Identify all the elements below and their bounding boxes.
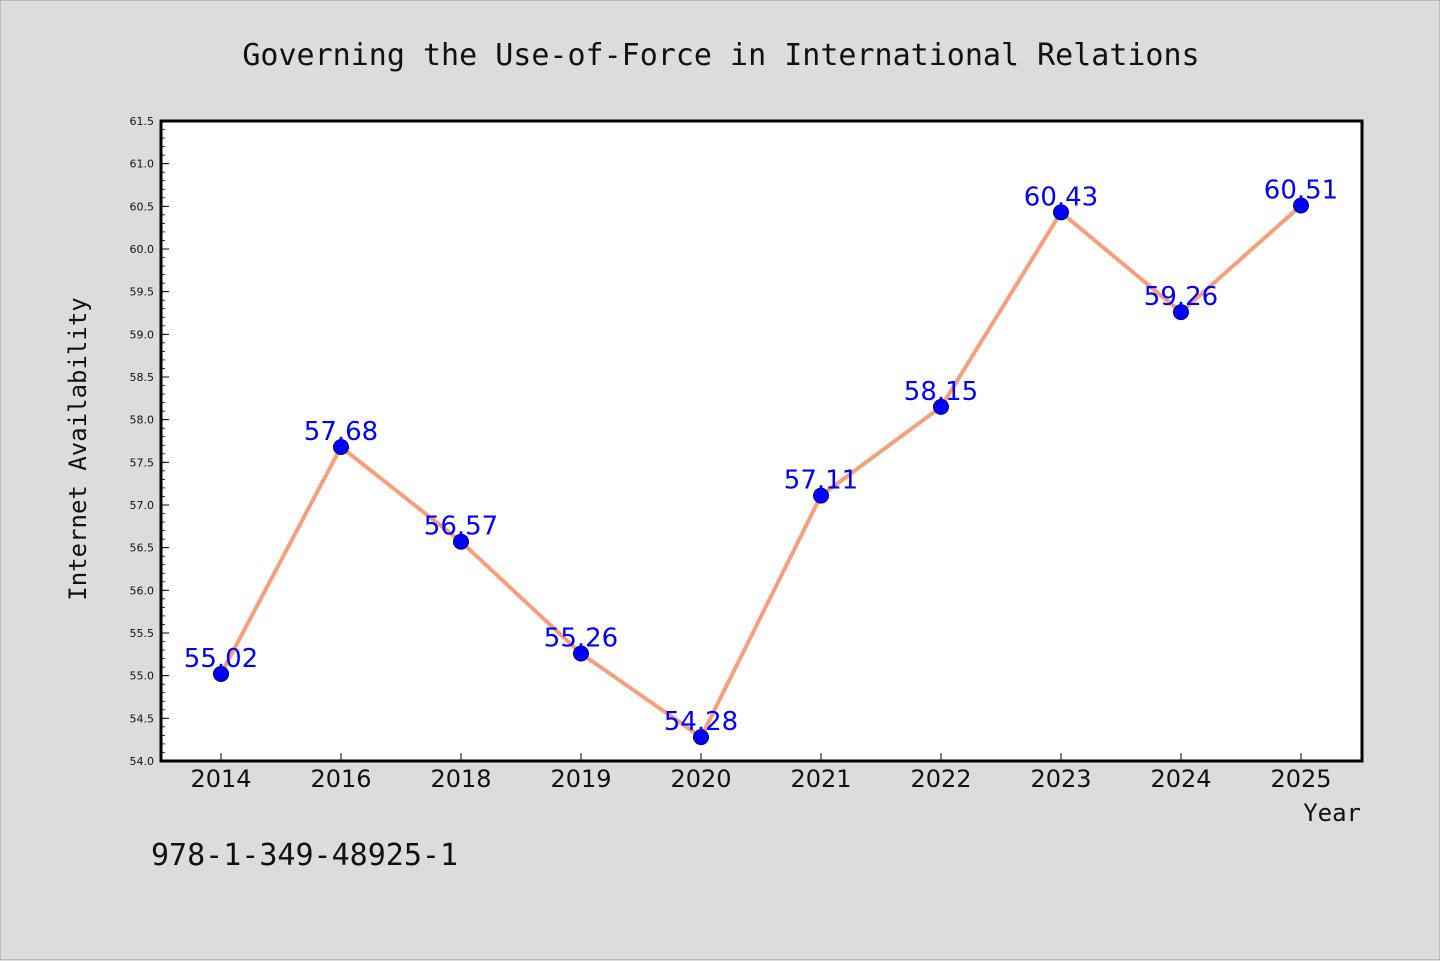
data-label: 60.51 — [1264, 175, 1338, 205]
x-axis-label: Year — [1303, 799, 1361, 827]
y-tick-label: 57.5 — [130, 456, 155, 469]
data-point-marker — [1173, 304, 1189, 321]
data-point-marker — [693, 729, 709, 746]
data-label: 55.02 — [184, 644, 258, 674]
y-axis: 54.0 54.5 55.0 55.5 56.0 56.5 57.0 57.5 58.0 58.5… — [130, 115, 169, 768]
y-tick-label: 56.5 — [130, 542, 155, 555]
x-tick-label: 2020 — [670, 765, 731, 793]
data-label: 59.26 — [1144, 282, 1218, 312]
series-line-group: 55.02 57.68 56.57 55.26 54.28 57.11 58.15 60.43… — [184, 175, 1338, 746]
y-tick-label: 55.5 — [130, 627, 155, 640]
y-tick-label: 54.0 — [130, 755, 155, 768]
data-point-marker — [453, 533, 469, 550]
data-point-marker — [573, 645, 589, 662]
data-label: 54.28 — [664, 707, 738, 737]
data-label: 58.15 — [904, 377, 978, 407]
y-tick-label: 61.0 — [130, 158, 155, 171]
data-label: 57.68 — [304, 417, 378, 447]
data-label: 57.11 — [784, 466, 858, 496]
data-point-marker — [1293, 197, 1309, 214]
x-axis: 2014 2016 2018 2019 2020 2021 2022 2023 2024 2025 — [190, 753, 1332, 793]
data-point-marker — [213, 665, 229, 682]
data-label: 55.26 — [544, 623, 618, 653]
y-tick-label: 60.0 — [130, 243, 155, 256]
data-label: 56.57 — [424, 512, 498, 542]
y-tick-label: 58.0 — [130, 414, 155, 427]
data-point-marker — [933, 398, 949, 415]
x-tick-label: 2019 — [550, 765, 611, 793]
data-point-marker — [813, 487, 829, 504]
y-axis-label: Internet Availability — [64, 297, 92, 600]
y-tick-label: 60.5 — [130, 200, 155, 213]
x-tick-label: 2022 — [910, 765, 971, 793]
plot-area — [159, 119, 1364, 763]
x-tick-label: 2016 — [310, 765, 371, 793]
x-tick-label: 2014 — [190, 765, 251, 793]
y-tick-label: 55.0 — [130, 670, 155, 683]
x-tick-label: 2021 — [790, 765, 851, 793]
x-tick-label: 2018 — [430, 765, 491, 793]
x-tick-label: 2023 — [1030, 765, 1091, 793]
y-tick-label: 57.0 — [130, 499, 155, 512]
y-tick-label: 61.5 — [130, 115, 155, 128]
data-label: 60.43 — [1024, 182, 1098, 212]
x-tick-label: 2025 — [1270, 765, 1331, 793]
y-tick-label: 56.0 — [130, 584, 155, 597]
data-point-marker — [1053, 204, 1069, 221]
y-tick-label: 58.5 — [130, 371, 155, 384]
y-tick-label: 59.5 — [130, 286, 155, 299]
y-tick-label: 54.5 — [130, 712, 155, 725]
footer-code: 978-1-349-48925-1 — [151, 838, 458, 873]
series-line — [219, 203, 1303, 740]
x-tick-label: 2024 — [1150, 765, 1211, 793]
data-point-marker — [333, 438, 349, 455]
chart-title: Governing the Use-of-Force in Internatio… — [242, 38, 1199, 73]
y-tick-label: 59.0 — [130, 328, 155, 341]
